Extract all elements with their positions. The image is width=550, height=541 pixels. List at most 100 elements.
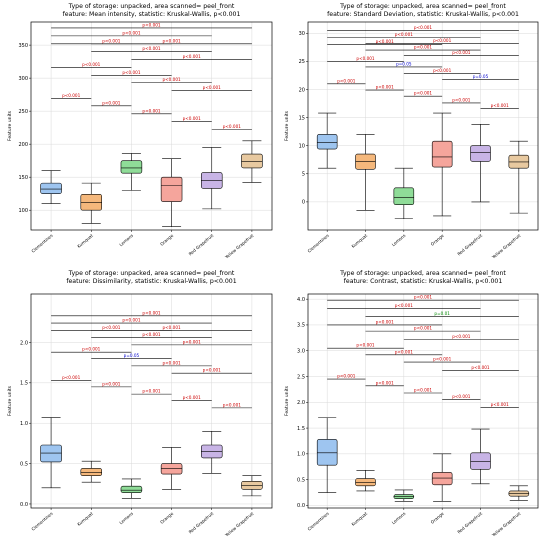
p-value-label: p<0.001 — [142, 22, 160, 27]
p-value-label: p<0.001 — [183, 339, 201, 344]
p-value-label: p<0.001 — [122, 30, 140, 35]
box-yellow-grapefruit — [508, 485, 530, 501]
p-value-label: p<0.001 — [142, 46, 160, 51]
box-clementines — [316, 417, 338, 493]
y-tick-label: 200 — [18, 142, 28, 148]
x-tick-label: Orange — [159, 511, 174, 525]
x-tick-label: Kumquat — [76, 233, 94, 249]
box-red-grapefruit — [470, 428, 491, 485]
box-iqr — [431, 472, 453, 486]
box-kumquat — [80, 460, 102, 483]
p-value-label: p<0.001 — [102, 325, 120, 330]
box-yellow-grapefruit — [241, 140, 263, 183]
chart-title: Type of storage: unpacked, area scanned=… — [339, 270, 506, 277]
plot-frame — [307, 21, 539, 231]
y-tick-label: 30 — [299, 31, 305, 37]
x-tick-label: Orange — [430, 233, 445, 247]
box-lemons — [120, 478, 143, 499]
chart-subtitle: feature: Mean intensity, statistic: Krus… — [63, 11, 241, 18]
plot-frame — [307, 293, 539, 509]
chart-subtitle: feature: Dissimilarity, statistic: Krusk… — [66, 278, 236, 285]
p-value-label: p<0.001 — [203, 85, 221, 90]
x-tick-label: Kumquat — [351, 511, 369, 527]
p-value-label: p<0.001 — [414, 25, 432, 30]
p-value-label: p<0.001 — [452, 334, 470, 339]
y-axis-label: Feature units — [7, 385, 13, 416]
p-value-label: p<0.001 — [395, 303, 413, 308]
y-tick-label: 2.0 — [297, 400, 305, 406]
box-red-grapefruit — [201, 430, 223, 474]
p-value-label: p<0.001 — [163, 38, 181, 43]
y-tick-label: 20 — [299, 87, 305, 93]
y-tick-label: 0 — [302, 200, 305, 206]
x-tick-label: Lemons — [391, 511, 407, 525]
p-value-label: p<0.001 — [82, 347, 100, 352]
x-tick-label: Lemons — [391, 233, 407, 247]
box-clementines — [40, 170, 62, 204]
box-iqr — [393, 187, 415, 206]
box-orange — [431, 453, 453, 502]
p-value-label: p<0.001 — [102, 38, 120, 43]
y-tick-label: 3.0 — [297, 349, 305, 355]
box-iqr — [470, 452, 491, 470]
p-value-label: p<0.001 — [452, 394, 470, 399]
chart-title: Type of storage: unpacked, area scanned=… — [339, 3, 506, 10]
p-value-label: p<0.001 — [433, 357, 451, 362]
p-value-label: p<0.001 — [142, 332, 160, 337]
box-iqr — [241, 153, 263, 169]
plot-frame — [30, 21, 273, 231]
chart-panel-1: Type of storage: unpacked, area scanned=… — [7, 3, 273, 260]
x-tick-label: Yellow Grapefruit — [490, 233, 522, 261]
box-orange — [160, 158, 183, 227]
y-tick-label: 350 — [18, 43, 28, 49]
p-value-label: p<0.001 — [183, 54, 201, 59]
y-axis-label: Feature units — [7, 110, 13, 141]
p-value-label: p<0.001 — [203, 368, 221, 373]
y-tick-label: 4.0 — [297, 297, 305, 303]
y-tick-label: 10 — [299, 143, 305, 149]
box-lemons — [120, 153, 143, 191]
x-tick-label: Clementines — [307, 511, 330, 532]
box-clementines — [40, 417, 62, 489]
box-lemons — [393, 489, 415, 502]
p-value-label: p<0.001 — [452, 50, 470, 55]
x-tick-label: Yellow Grapefruit — [490, 511, 522, 537]
p-value-label: p<0.001 — [395, 32, 413, 37]
y-tick-label: 0.0 — [297, 503, 305, 509]
x-tick-label: Lemons — [118, 233, 134, 247]
p-value-label: p<0.001 — [471, 365, 489, 370]
box-iqr — [160, 176, 183, 202]
box-iqr — [355, 478, 376, 487]
box-iqr — [120, 485, 143, 493]
box-iqr — [316, 439, 338, 466]
y-tick-label: 1.0 — [297, 452, 305, 458]
p-value-label: p<0.001 — [102, 381, 120, 386]
p-value-label: p<0.001 — [414, 295, 432, 300]
y-tick-label: 25 — [299, 59, 305, 65]
x-tick-label: Red Grapefruit — [456, 511, 483, 535]
y-axis-label: Feature units — [284, 385, 290, 416]
x-tick-label: Orange — [430, 511, 445, 525]
p-value-label: p<0.001 — [433, 68, 451, 73]
p-value-label: p<0.001 — [62, 93, 80, 98]
p-value-label: p<0.001 — [337, 78, 355, 83]
x-tick-label: Clementines — [30, 511, 53, 532]
p-value-label: p<0.001 — [223, 124, 241, 129]
p-value-label: p<0.001 — [223, 402, 241, 407]
chart-panel-2: Type of storage: unpacked, area scanned=… — [284, 3, 539, 261]
p-value-label: p<0.001 — [122, 318, 140, 323]
x-tick-label: Kumquat — [76, 511, 94, 527]
box-kumquat — [355, 134, 376, 211]
box-iqr — [316, 134, 338, 150]
y-tick-label: 0.5 — [20, 461, 28, 467]
y-tick-label: 1.0 — [20, 421, 28, 427]
x-tick-label: Red Grapefruit — [188, 511, 215, 535]
p-value-label: p<0.001 — [102, 100, 120, 105]
box-orange — [160, 447, 183, 490]
p-value-label: p<0.001 — [395, 349, 413, 354]
p-value-label: p<0.001 — [356, 56, 374, 61]
p-value-label: p<0.001 — [163, 77, 181, 82]
chart-panel-4: Type of storage: unpacked, area scanned=… — [284, 270, 539, 538]
p-value-label: p<0.001 — [491, 402, 509, 407]
